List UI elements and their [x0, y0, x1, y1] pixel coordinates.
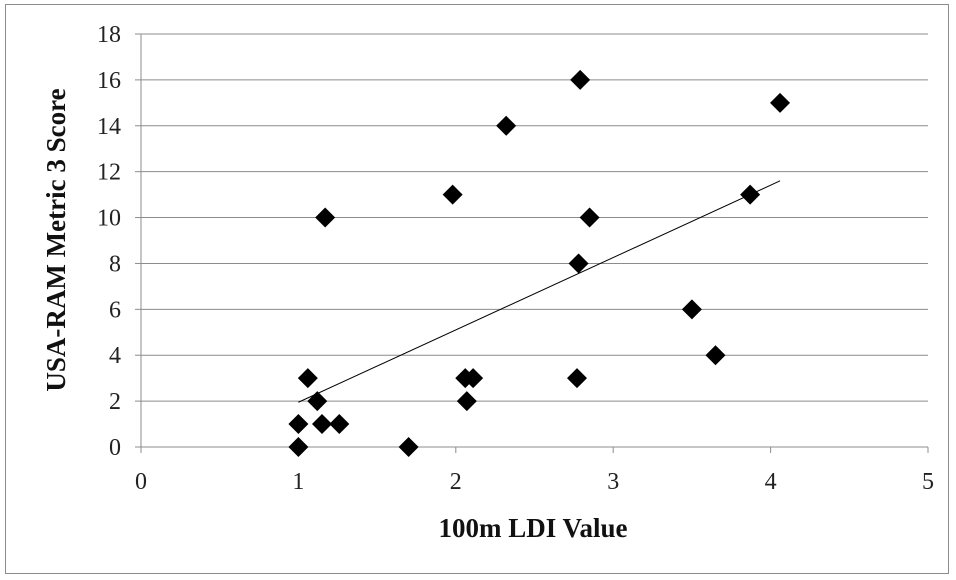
y-tick-label: 14 — [97, 114, 121, 140]
data-point — [770, 92, 791, 113]
y-tick-label: 16 — [97, 68, 121, 94]
data-point — [442, 184, 463, 205]
x-tick-label: 3 — [607, 469, 619, 495]
data-point — [307, 391, 328, 412]
y-tick-label: 12 — [97, 160, 121, 186]
chart-frame — [5, 4, 949, 574]
x-tick-label: 0 — [135, 469, 147, 495]
data-point — [288, 437, 309, 457]
y-tick-label: 18 — [97, 22, 121, 48]
x-tick-label: 2 — [450, 469, 462, 495]
data-point — [496, 115, 517, 136]
data-point — [329, 414, 350, 435]
y-tick-label: 4 — [109, 343, 121, 369]
x-tick-label: 1 — [292, 469, 304, 495]
y-tick-label: 8 — [109, 251, 121, 277]
data-point — [297, 368, 318, 389]
data-point — [312, 414, 333, 435]
data-point — [705, 345, 726, 366]
data-point — [740, 184, 761, 205]
y-tick-label: 6 — [109, 297, 121, 323]
data-point — [566, 368, 587, 389]
x-tick-label: 5 — [922, 469, 934, 495]
y-tick-labels: 0 2 4 6 8 10 12 14 16 18 — [97, 22, 121, 461]
data-point — [456, 391, 477, 412]
data-points — [288, 69, 791, 457]
trendline-group — [298, 180, 781, 403]
y-axis-title: USA-RAM Metric 3 Score — [41, 88, 71, 391]
data-point — [579, 207, 600, 228]
axes — [135, 33, 929, 453]
y-tick-label: 10 — [97, 206, 121, 232]
data-point — [681, 299, 702, 320]
data-point — [288, 414, 309, 435]
data-point — [568, 253, 589, 274]
x-tick-label: 4 — [765, 469, 777, 495]
data-point — [315, 207, 336, 228]
data-point — [463, 368, 484, 389]
x-tick-labels: 0 1 2 3 4 5 — [135, 469, 934, 495]
gridlines — [141, 33, 928, 402]
data-point — [398, 437, 419, 457]
x-axis-title: 100m LDI Value — [438, 513, 627, 543]
y-tick-label: 0 — [109, 435, 121, 461]
data-point — [570, 69, 591, 90]
trendline — [298, 180, 781, 403]
y-tick-label: 2 — [109, 389, 121, 415]
